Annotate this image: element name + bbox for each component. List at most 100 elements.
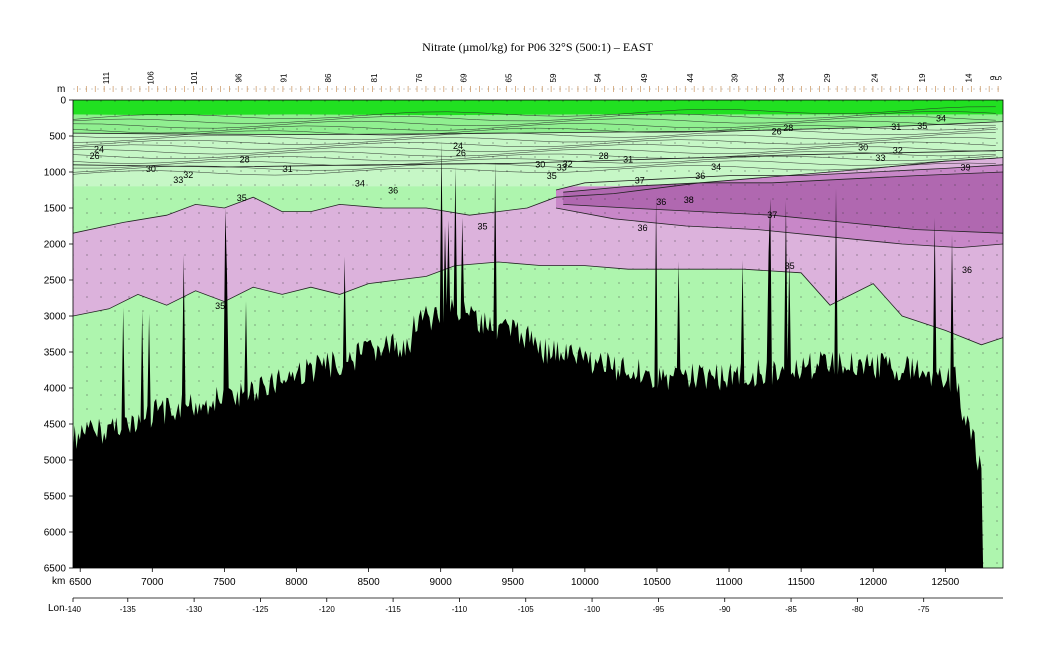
station-label: 59 [549, 73, 558, 82]
depth-tick-label: 5000 [44, 456, 67, 467]
station-label: 49 [640, 73, 649, 82]
watermark-line-1: WOCE [123, 523, 148, 532]
contour-label: 32 [183, 170, 193, 180]
chart-title: Nitrate (µmol/kg) for P06 32°S (500:1) –… [422, 40, 653, 54]
depth-tick-label: 4000 [44, 384, 67, 395]
lon-tick-label: -125 [252, 605, 269, 614]
contour-label: 31 [623, 155, 633, 165]
depth-axis: 0 500 1000 1500 2000 2500 3000 3500 4000 4500 5000… [44, 96, 73, 575]
station-label: 14 [964, 73, 973, 82]
depth-tick-label: 500 [49, 132, 66, 143]
woce-watermark: WOCE HYDROGRAPHIC ATLAS Computer Generat… [82, 523, 177, 560]
km-tick-label: 11500 [788, 577, 816, 588]
contour-label: 36 [637, 223, 647, 233]
station-label: 54 [594, 73, 603, 82]
lon-tick-label: -140 [65, 605, 82, 614]
station-label: 81 [370, 73, 379, 82]
contour-label: 34 [355, 178, 365, 188]
lon-tick-label: -95 [653, 605, 665, 614]
station-label: 96 [235, 73, 244, 82]
contour-label: 26 [456, 148, 466, 158]
contour-line [73, 141, 996, 155]
bathymetry [73, 140, 1003, 568]
lon-tick-label: -130 [186, 605, 203, 614]
contour-label: 38 [684, 195, 694, 205]
contour-line [555, 207, 1003, 249]
depth-tick-label: 5500 [44, 492, 67, 503]
contour-label: 34 [711, 162, 721, 172]
contour-label: 31 [283, 164, 293, 174]
km-tick-label: 6500 [69, 577, 92, 588]
contour-label: 28 [240, 155, 250, 165]
lon-tick-label: -100 [584, 605, 601, 614]
contour-label: 36 [695, 171, 705, 181]
station-label: 5 [995, 75, 1004, 80]
contour-label: 35 [547, 171, 557, 181]
contour-label: 30 [535, 160, 545, 170]
lon-tick-label: -80 [852, 605, 864, 614]
contour-label: 28 [599, 151, 609, 161]
contour-label: 35 [215, 301, 225, 311]
station-label: 91 [279, 73, 288, 82]
watermark-line-3: ATLAS [123, 541, 148, 550]
lon-tick-label: -135 [120, 605, 137, 614]
depth-tick-label: 0 [60, 96, 66, 107]
lon-tick-label: -105 [518, 605, 535, 614]
contour-line [73, 125, 996, 138]
contour-label: 36 [388, 186, 398, 196]
station-label: 76 [415, 73, 424, 82]
contour-line [73, 132, 996, 147]
contour-line [73, 115, 996, 129]
contour-line [73, 151, 996, 164]
depth-tick-label: 3500 [44, 348, 67, 359]
contour-label: 36 [656, 197, 666, 207]
km-axis: 6500 7000 7500 8000 8500 9000 9500 10000 10500 11… [69, 568, 960, 588]
watermark-line-2: HYDROGRAPHIC [111, 532, 177, 541]
km-tick-label: 10000 [571, 577, 599, 588]
km-tick-label: 9000 [430, 577, 453, 588]
contour-lines [73, 106, 1003, 346]
contour-label: 33 [173, 175, 183, 185]
contour-label: 32 [893, 145, 903, 155]
km-tick-label: 7000 [141, 577, 164, 588]
contour-label: 30 [146, 164, 156, 174]
station-label: 111 [102, 71, 111, 84]
station-label: 44 [686, 73, 695, 82]
lon-tick-label: -90 [719, 605, 731, 614]
plot-frame [72, 99, 1004, 569]
lon-tick-label: -75 [918, 605, 930, 614]
contour-line [73, 137, 996, 150]
station-label: 65 [504, 73, 513, 82]
station-label: 9 [989, 75, 998, 80]
depth-tick-label: 1000 [44, 168, 67, 179]
contour-label: 33 [557, 163, 567, 173]
contour-label: 32 [563, 159, 573, 169]
contour-label: 26 [772, 127, 782, 137]
contour-label: 37 [635, 176, 645, 186]
lon-tick-label: -110 [452, 605, 468, 614]
contour-line [73, 162, 996, 176]
depth-tick-label: 6000 [44, 528, 67, 539]
contour-label: 24 [94, 145, 104, 155]
km-tick-label: 10500 [643, 577, 671, 588]
lon-unit-label: Lon [48, 603, 65, 614]
contour-label: 24 [453, 141, 463, 151]
km-tick-label: 12500 [931, 577, 959, 588]
contour-line [73, 111, 996, 124]
depth-unit-label: m [57, 84, 65, 95]
km-tick-label: 7500 [213, 577, 236, 588]
depth-tick-label: 6500 [44, 564, 67, 575]
contour-label: 36 [962, 265, 972, 275]
contour-label: 35 [917, 121, 927, 131]
contour-line [563, 204, 1003, 234]
contour-label: 28 [783, 123, 793, 133]
contour-line [73, 128, 996, 143]
contour-line [73, 150, 1003, 168]
contour-label: 31 [891, 122, 901, 132]
contour-line [73, 120, 996, 134]
contour-line [73, 157, 1003, 234]
depth-tick-label: 1500 [44, 204, 67, 215]
km-unit-label: km [52, 576, 65, 587]
contour-label: 35 [477, 222, 487, 232]
contour-line [73, 106, 996, 120]
